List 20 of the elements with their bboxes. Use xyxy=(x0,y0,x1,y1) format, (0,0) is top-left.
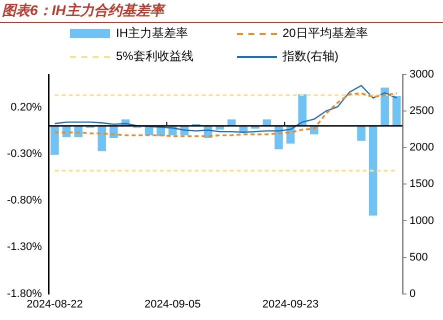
y-tick-label: -1.80% xyxy=(6,288,42,300)
y2-tick-label: 1500 xyxy=(410,178,434,190)
y2-tick-label: 2500 xyxy=(410,105,434,118)
y2-tick-label: 2000 xyxy=(410,142,434,154)
y-tick-label: -0.80% xyxy=(6,194,42,207)
x-tick-label: 2024-09-05 xyxy=(144,298,201,310)
y-tick-label: -1.30% xyxy=(6,241,42,254)
legend-label: 20日平均基差率 xyxy=(282,25,368,42)
legend-label: IH主力基差率 xyxy=(116,25,188,42)
y2-tick-label: 500 xyxy=(410,251,428,264)
y-tick-label: -0.30% xyxy=(6,148,42,160)
x-tick-label: 2024-08-22 xyxy=(26,298,83,310)
chart-title: 图表6：IH主力合约基差率 xyxy=(0,0,443,23)
legend-label: 指数(右轴) xyxy=(282,48,338,65)
y2-tick-label: 1000 xyxy=(410,214,434,227)
x-tick-label: 2024-09-23 xyxy=(262,298,319,310)
y2-tick-label: 3000 xyxy=(410,68,434,81)
y-tick-label: 0.20% xyxy=(10,101,42,114)
y2-tick-label: 0 xyxy=(410,288,416,300)
legend-label: 5%套利收益线 xyxy=(116,48,194,65)
